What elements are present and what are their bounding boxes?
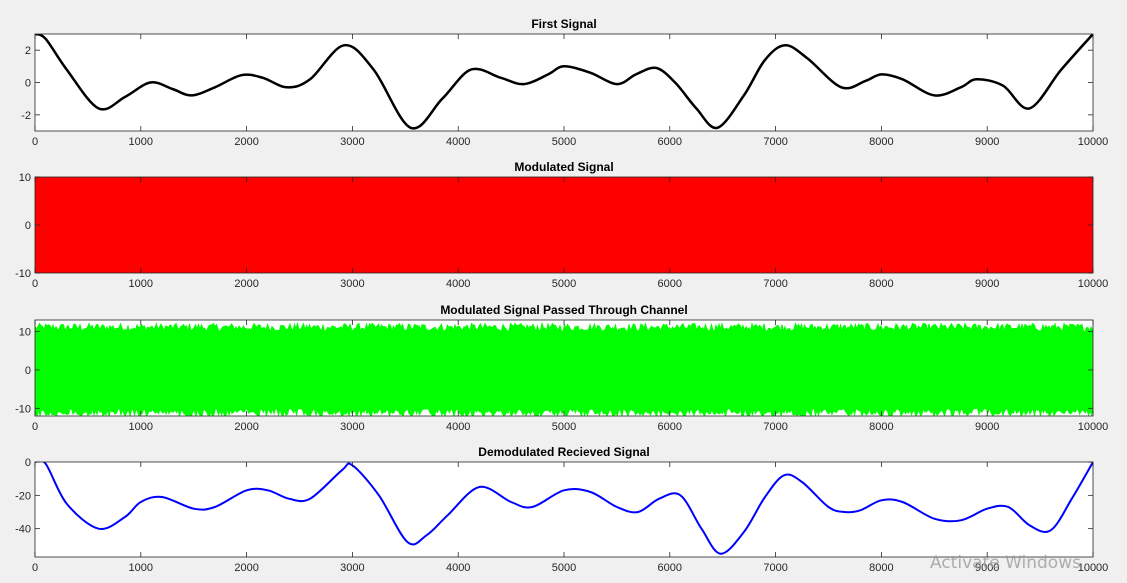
y-tick-label: -20 [15, 490, 31, 502]
y-tick-label: 2 [25, 45, 31, 57]
x-tick-label: 8000 [869, 421, 893, 433]
data-layer [35, 34, 1093, 130]
data-layer [35, 177, 1093, 273]
x-tick-label: 2000 [234, 136, 258, 148]
x-tick-label: 5000 [552, 421, 576, 433]
series-1-band [35, 177, 1093, 273]
x-tick-label: 5000 [552, 562, 576, 574]
y-tick-label: 0 [25, 78, 31, 90]
x-tick-label: 1000 [129, 136, 153, 148]
x-tick-label: 8000 [869, 562, 893, 574]
x-tick-label: 7000 [763, 562, 787, 574]
x-tick-label: 0 [32, 562, 38, 574]
x-tick-label: 9000 [975, 136, 999, 148]
x-tick-label: 6000 [658, 136, 682, 148]
x-tick-label: 5000 [552, 136, 576, 148]
y-tick-label: -40 [15, 524, 31, 536]
x-tick-label: 0 [32, 136, 38, 148]
x-tick-label: 4000 [446, 421, 470, 433]
x-tick-label: 8000 [869, 136, 893, 148]
x-tick-label: 3000 [340, 421, 364, 433]
series-1-band [35, 321, 1093, 416]
x-tick-label: 6000 [658, 278, 682, 290]
x-tick-label: 4000 [446, 562, 470, 574]
x-tick-label: 9000 [975, 421, 999, 433]
x-tick-label: 6000 [658, 562, 682, 574]
x-tick-label: 6000 [658, 421, 682, 433]
series-1-line [35, 34, 1093, 130]
subplot-2: 0 1000 2000 3000 4000 5000 6000 7000 8000 9000 100… [15, 160, 1108, 290]
data-layer [35, 462, 1093, 555]
x-tick-label: 1000 [129, 562, 153, 574]
series-1-line [35, 462, 1093, 555]
subplot-title: Demodulated Recieved Signal [478, 445, 649, 459]
y-tick-label: -10 [15, 403, 31, 415]
x-tick-label: 0 [32, 278, 38, 290]
y-tick-label: -10 [15, 268, 31, 280]
subplot-title: Modulated Signal Passed Through Channel [440, 303, 687, 317]
subplot-4: 0 1000 2000 3000 4000 5000 6000 7000 8000 9000 100… [15, 445, 1108, 574]
x-tick-label: 9000 [975, 278, 999, 290]
subplot-3: 0 1000 2000 3000 4000 5000 6000 7000 8000 9000 100… [15, 303, 1108, 433]
plot-area [35, 34, 1093, 131]
x-tick-label: 3000 [340, 278, 364, 290]
subplot-title: First Signal [531, 17, 596, 31]
y-tick-label: 0 [25, 457, 31, 469]
y-tick-label: 0 [25, 365, 31, 377]
y-tick-label: -2 [21, 110, 31, 122]
y-tick-label: 0 [25, 220, 31, 232]
x-tick-label: 10000 [1078, 562, 1109, 574]
y-tick-label: 10 [19, 327, 31, 339]
x-tick-label: 10000 [1078, 421, 1109, 433]
x-tick-label: 4000 [446, 136, 470, 148]
x-tick-label: 9000 [975, 562, 999, 574]
subplot-title: Modulated Signal [514, 160, 613, 174]
x-tick-label: 4000 [446, 278, 470, 290]
subplot-1: 0 1000 2000 3000 4000 5000 6000 7000 8000 9000 100… [21, 17, 1108, 148]
x-tick-label: 10000 [1078, 278, 1109, 290]
x-tick-label: 5000 [552, 278, 576, 290]
x-tick-label: 3000 [340, 562, 364, 574]
x-tick-label: 2000 [234, 278, 258, 290]
data-layer [35, 321, 1093, 416]
x-tick-label: 7000 [763, 136, 787, 148]
x-tick-label: 2000 [234, 562, 258, 574]
x-tick-label: 1000 [129, 421, 153, 433]
x-tick-label: 0 [32, 421, 38, 433]
x-tick-label: 7000 [763, 421, 787, 433]
x-tick-label: 10000 [1078, 136, 1109, 148]
x-tick-label: 2000 [234, 421, 258, 433]
y-tick-label: 10 [19, 172, 31, 184]
x-tick-label: 1000 [129, 278, 153, 290]
x-tick-label: 3000 [340, 136, 364, 148]
x-tick-label: 7000 [763, 278, 787, 290]
x-tick-label: 8000 [869, 278, 893, 290]
